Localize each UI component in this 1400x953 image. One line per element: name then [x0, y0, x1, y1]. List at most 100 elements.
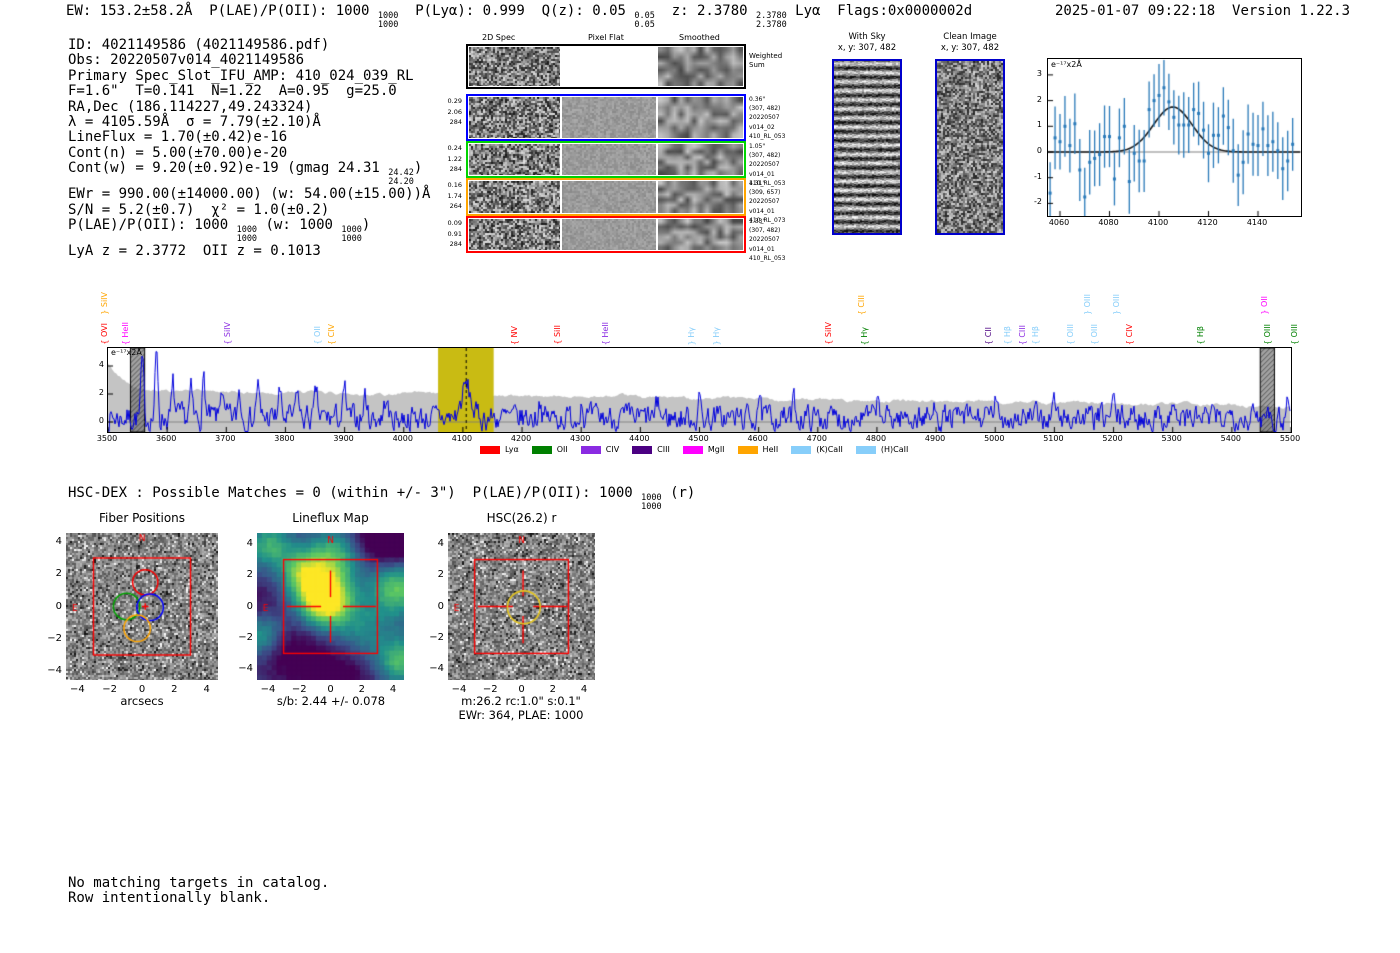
- cutout-row-scale-labels: 0.24 1.22 284: [447, 144, 462, 174]
- wavelength-tick: 5200: [1102, 434, 1123, 443]
- panel-ytick: −4: [429, 663, 444, 675]
- clean-image: [937, 61, 1003, 233]
- wavelength-tick: 4500: [688, 434, 709, 443]
- panel-ytick: 4: [55, 535, 62, 547]
- cutout-row: [466, 44, 746, 89]
- emission-line-label: { CIII: [1018, 324, 1028, 345]
- emission-line-label: } OIII: [1082, 293, 1092, 315]
- wavelength-tick: 5400: [1220, 434, 1242, 443]
- emission-line-label: { OIII: [1262, 323, 1272, 345]
- wavelength-tick: 4200: [510, 434, 532, 443]
- panel-ytick: −4: [47, 665, 62, 677]
- legend-item: MgII: [682, 445, 725, 454]
- wavelength-tick: 4400: [629, 434, 650, 443]
- clean-image-title: Clean Image: [943, 32, 997, 42]
- with-sky-header: With Sky x, y: 307, 482: [822, 32, 912, 53]
- stacked-fraction: 0.05 0.05: [634, 11, 655, 30]
- emission-line-legend: Lyα OII CIV CIII MgII HeII (K)CaII (H)CaII: [480, 445, 921, 454]
- emission-line-label: { OIII: [1090, 323, 1100, 345]
- full-spectrum-canvas: [108, 348, 1291, 432]
- wavelength-tick: 4900: [924, 434, 946, 443]
- panel-ytick: −2: [47, 632, 62, 644]
- line-fit-plot: e⁻¹⁷x2Å: [1047, 58, 1302, 217]
- emission-line-label: { CIV: [1125, 323, 1135, 345]
- lineflux-map-image: [257, 533, 404, 680]
- wavelength-tick: 3700: [215, 434, 236, 443]
- yaxis-tick: 0: [1036, 146, 1042, 155]
- smoothed-image: [658, 219, 743, 250]
- smoothed-image: [658, 181, 743, 213]
- yaxis-tick: -1: [1034, 171, 1042, 181]
- xaxis-tick: 4060: [1048, 218, 1070, 227]
- cutout-row-meta-labels: 1.33" (307, 482) 20220507 v014_01 410_RL_053: [749, 218, 786, 262]
- line-fit-canvas: [1048, 59, 1301, 216]
- legend-label: (H)CaII: [880, 445, 909, 454]
- clean-image-header: Clean Image x, y: 307, 482: [925, 32, 1015, 53]
- header-summary-line: EW: 153.2±58.2Å P(LAE)/P(OII): 1000 1000…: [66, 3, 973, 30]
- panel-xtick: 4: [580, 684, 588, 695]
- emission-line-label: { NV: [510, 325, 520, 345]
- emission-line-label: { HeII: [600, 321, 610, 345]
- flux-unit-label: e⁻¹⁷x2Å: [1051, 60, 1082, 69]
- fiber-positions-title: Fiber Positions: [98, 511, 186, 525]
- yaxis-tick: 3: [1036, 68, 1042, 78]
- emission-line-label: { CIV: [327, 323, 337, 345]
- cutout-row: [466, 216, 746, 253]
- legend-item: CIV: [580, 445, 620, 454]
- panel-ytick: 2: [55, 568, 62, 580]
- panel-ytick: 2: [437, 569, 444, 581]
- emission-line-label: { HeII: [120, 321, 130, 345]
- emission-line-label: { CIII: [857, 294, 867, 315]
- emission-line-label: } SiIV: [100, 292, 110, 315]
- info-line: Obs: 20220507v014_4021149586: [68, 52, 305, 69]
- info-line: EWr = 990.00(±14000.00) (w: 54.00(±15.00…: [68, 186, 431, 203]
- stacked-fraction: 1000 1000: [641, 493, 662, 512]
- clean-image-coords: x, y: 307, 482: [940, 42, 1000, 53]
- hsc-caption-1: m:26.2 rc:1.0" s:0.1": [461, 694, 581, 708]
- hsc-dex-match-line: HSC-DEX : Possible Matches = 0 (within +…: [68, 485, 696, 512]
- cutout-row-scale-labels: 0.16 1.74 264: [447, 181, 462, 211]
- panel-ytick: 2: [246, 569, 253, 581]
- wavelength-tick: 5500: [1279, 434, 1301, 443]
- info-line: Primary Spec_Slot_IFU_AMP: 410_024_039_R…: [68, 67, 414, 84]
- stacked-fraction: 1000 1000: [377, 11, 399, 30]
- panel-ytick: −4: [238, 663, 253, 675]
- emission-line-label: } OIII: [1112, 293, 1122, 315]
- panel-xtick: −2: [291, 684, 307, 695]
- panel-ytick: 0: [437, 600, 444, 612]
- spec2d-image: [469, 97, 560, 138]
- pixel-flat-image: [562, 97, 656, 138]
- panel-xtick: 2: [358, 684, 365, 695]
- emission-line-label: { Hβ: [1003, 326, 1013, 345]
- legend-item: (H)CaII: [855, 445, 909, 454]
- wavelength-tick: 4100: [451, 434, 473, 443]
- legend-label: CIV: [605, 445, 620, 454]
- panel-ytick: 0: [246, 600, 253, 612]
- spec2d-image: [469, 219, 560, 250]
- emission-line-label: { SiIV: [223, 322, 233, 345]
- wavelength-tick: 5300: [1161, 434, 1182, 443]
- wavelength-tick: 3900: [333, 434, 354, 443]
- legend-swatch: [480, 445, 500, 454]
- emission-line-label: { Hγ: [860, 326, 870, 345]
- stacked-fraction: 24.42 24.20: [388, 168, 414, 188]
- fiber-positions-image: [66, 533, 218, 680]
- timestamp: 2025-01-07 09:22:18: [1055, 3, 1216, 19]
- with-sky-panel: [832, 59, 902, 235]
- cutout-row-meta-labels: 0.36" (307, 482) 20220507 v014_02 410_RL_053: [749, 96, 786, 140]
- hsc-caption-2: EWr: 364, PLAE: 1000: [458, 708, 584, 722]
- stacked-fraction: 2.3780 2.3780: [756, 11, 787, 30]
- flux-tick: 2: [98, 388, 104, 397]
- legend-item: OII: [531, 445, 568, 454]
- smoothed-image: [658, 144, 743, 175]
- info-line: ID: 4021149586 (4021149586.pdf): [68, 37, 330, 53]
- lineflux-map-title: Lineflux Map: [292, 511, 369, 525]
- cutout-row: [466, 94, 746, 141]
- info-line: Cont(n) = 5.00(±70.00)e-20: [68, 144, 288, 161]
- info-line: Cont(w) = 9.20(±0.92)e-19 (gmag 24.31 24…: [68, 160, 423, 188]
- panel-ytick: −2: [238, 631, 253, 643]
- wavelength-tick: 4300: [570, 434, 591, 443]
- detection-info-block: ID: 4021149586 (4021149586.pdf) Obs: 2022…: [68, 37, 431, 259]
- cutout-row-meta-labels: 1.31" (309, 657) 20220507 v014_01 410_RL_073: [749, 180, 786, 224]
- with-sky-title: With Sky: [848, 32, 886, 42]
